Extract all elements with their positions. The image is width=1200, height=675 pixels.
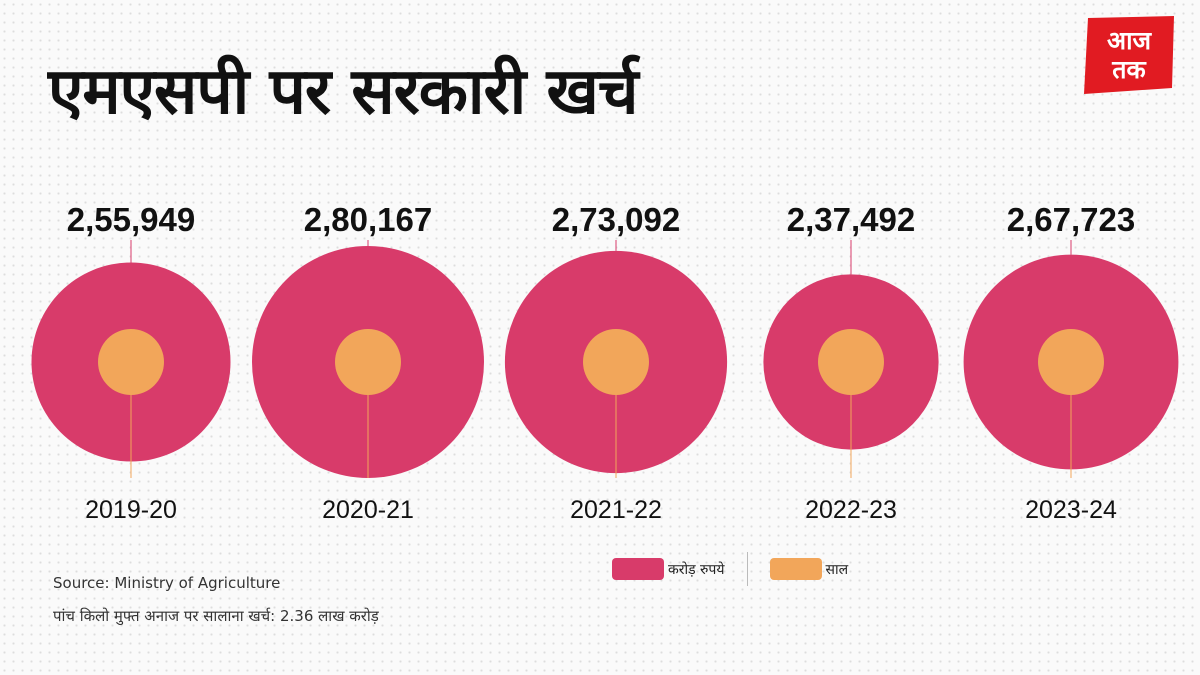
footnote: पांच किलो मुफ्त अनाज पर सालाना खर्च: 2.3… <box>53 607 379 625</box>
year-label-2020-21: 2020-21 <box>322 496 414 524</box>
source-note: Source: Ministry of Agriculture <box>53 574 281 592</box>
value-label-2019-20: 2,55,949 <box>67 201 195 238</box>
chart-title: एमएसपी पर सरकारी खर्च <box>48 55 639 129</box>
year-label-2023-24: 2023-24 <box>1025 496 1117 524</box>
inner-bubble-2023-24 <box>1038 329 1104 395</box>
legend-item-amount: करोड़ रुपये <box>612 558 725 580</box>
value-label-2023-24: 2,67,723 <box>1007 201 1135 238</box>
legend-swatch-year <box>769 558 822 580</box>
legend-label-amount: करोड़ रुपये <box>668 561 725 578</box>
year-label-2021-22: 2021-22 <box>570 496 662 524</box>
year-label-2019-20: 2019-20 <box>85 496 177 524</box>
legend: करोड़ रुपये साल <box>612 552 848 586</box>
svg-text:तक: तक <box>1111 55 1147 84</box>
inner-bubble-2022-23 <box>818 329 884 395</box>
svg-text:आज: आज <box>1107 26 1153 55</box>
value-label-2021-22: 2,73,092 <box>552 201 680 238</box>
inner-bubble-2020-21 <box>335 329 401 395</box>
inner-bubble-2021-22 <box>583 329 649 395</box>
legend-item-year: साल <box>769 558 849 580</box>
value-label-2020-21: 2,80,167 <box>304 201 432 238</box>
inner-bubble-2019-20 <box>98 329 164 395</box>
value-label-2022-23: 2,37,492 <box>787 201 915 238</box>
bubble-chart: 2,55,949 2019-20 2,80,167 2020-21 2,73,092 20… <box>31 201 1179 524</box>
year-label-2022-23: 2022-23 <box>805 496 897 524</box>
legend-divider <box>746 552 748 586</box>
legend-label-year: साल <box>825 561 849 578</box>
aaj-tak-logo: आज तक <box>1084 16 1174 94</box>
legend-swatch-amount <box>612 558 664 580</box>
